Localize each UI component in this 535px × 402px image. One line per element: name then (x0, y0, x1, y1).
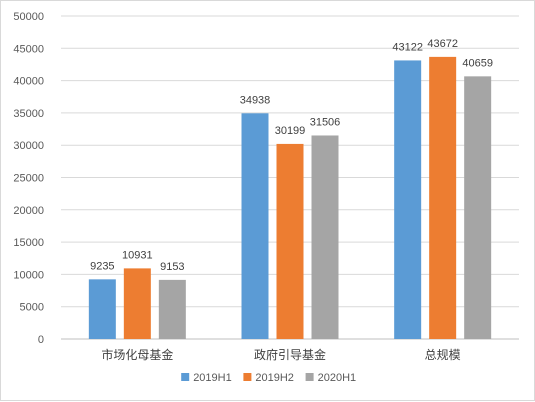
y-axis-ticks: 0 5000 10000 15000 20000 25000 30000 35000 40000… (13, 11, 44, 346)
data-labels: 9235 10931 9153 34938 30199 31506 43122 43672 40… (90, 38, 493, 273)
category-label: 市场化母基金 (101, 347, 173, 362)
y-tick-label: 15000 (13, 237, 44, 249)
bars (88, 56, 492, 340)
bar-2019H1 (241, 113, 269, 339)
legend: 2019H1 2019H2 2020H1 (181, 372, 356, 384)
y-tick-label: 40000 (13, 76, 44, 88)
legend-swatch (305, 373, 314, 381)
y-tick-label: 25000 (13, 173, 44, 185)
y-tick-label: 45000 (13, 43, 44, 55)
y-tick-label: 30000 (13, 140, 44, 152)
legend-label: 2019H2 (255, 372, 294, 384)
y-tick-label: 35000 (13, 108, 44, 120)
bar-2020H1 (311, 135, 339, 339)
data-label: 43672 (427, 38, 458, 50)
bar-2020H1 (158, 279, 186, 339)
data-label: 43122 (392, 41, 423, 53)
category-label: 总规模 (425, 347, 461, 362)
data-label: 10931 (122, 249, 153, 261)
legend-label: 2020H1 (318, 372, 357, 384)
bar-2019H1 (394, 60, 422, 339)
legend-label: 2019H1 (193, 372, 232, 384)
data-label: 40659 (462, 57, 493, 69)
bar-2019H2 (276, 143, 304, 339)
data-label: 9153 (160, 261, 184, 273)
category-label: 政府引导基金 (254, 347, 326, 362)
bar-2019H2 (123, 268, 151, 339)
legend-swatch (243, 373, 252, 381)
bar-2020H1 (464, 76, 492, 339)
data-label: 31506 (310, 116, 341, 128)
legend-swatch (181, 373, 190, 381)
data-label: 34938 (240, 94, 271, 106)
y-tick-label: 50000 (13, 11, 44, 23)
y-tick-label: 20000 (13, 205, 44, 217)
bar-2019H2 (429, 56, 457, 340)
bar-2019H1 (88, 279, 116, 339)
data-label: 30199 (275, 125, 306, 137)
y-tick-label: 0 (38, 334, 44, 346)
y-tick-label: 5000 (20, 302, 44, 314)
data-label: 9235 (90, 260, 114, 272)
category-labels: 市场化母基金 政府引导基金 总规模 (101, 347, 460, 362)
y-tick-label: 10000 (13, 269, 44, 281)
